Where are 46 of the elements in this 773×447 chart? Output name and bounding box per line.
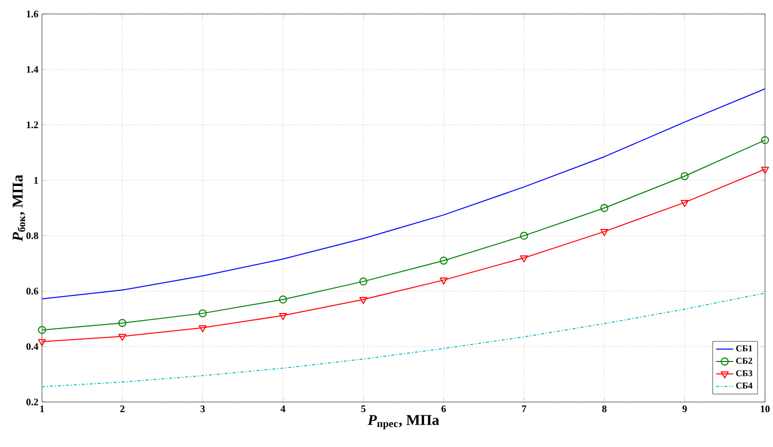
point (279, 313, 287, 320)
y-axis-title: P$_{бок}$, МПа (12, 174, 26, 242)
point (600, 204, 608, 212)
point (118, 319, 126, 328)
x-tick-label: 1 (40, 406, 44, 412)
y-tick-label: 1.2 (26, 121, 38, 128)
legend-label: СБ2 (736, 358, 752, 364)
point (440, 256, 448, 265)
y-tick-label: 1 (34, 176, 38, 184)
y-tick-label: 0.6 (26, 288, 38, 295)
point (279, 295, 287, 304)
point (761, 136, 769, 144)
line-series (42, 292, 765, 388)
point (440, 278, 448, 285)
point (38, 339, 46, 346)
point (680, 172, 689, 180)
point (359, 277, 368, 286)
legend-label: СБ4 (736, 382, 752, 389)
legend-label: СБ3 (736, 370, 752, 376)
x-tick-label: 6 (442, 406, 446, 412)
x-tick-label: 5 (361, 406, 366, 412)
point (761, 166, 769, 174)
legend-label: СБ1 (736, 345, 752, 352)
x-tick-label: 10 (760, 406, 770, 412)
line-series (42, 88, 765, 300)
y-tick-label: 1.4 (26, 66, 38, 73)
x-tick-label: 3 (200, 406, 205, 412)
x-tick-label: 7 (522, 406, 526, 412)
x-axis-title: P$_{прес}$, МПа (368, 415, 440, 430)
x-tick-label: 2 (120, 406, 124, 412)
point (38, 326, 46, 334)
x-tick-label: 9 (682, 406, 687, 412)
point (520, 232, 528, 240)
x-tick-label: 4 (280, 406, 286, 412)
point (600, 229, 608, 236)
point (198, 309, 207, 318)
x-tick-label: 8 (602, 406, 606, 412)
point (118, 334, 126, 341)
point (680, 200, 689, 207)
y-tick-label: 0.2 (26, 398, 38, 406)
y-tick-label: 0.4 (26, 343, 38, 350)
point (198, 325, 207, 332)
y-tick-label: 1.6 (26, 10, 38, 18)
y-tick-label: 0.8 (26, 232, 38, 240)
point (359, 296, 368, 304)
point (520, 255, 528, 262)
